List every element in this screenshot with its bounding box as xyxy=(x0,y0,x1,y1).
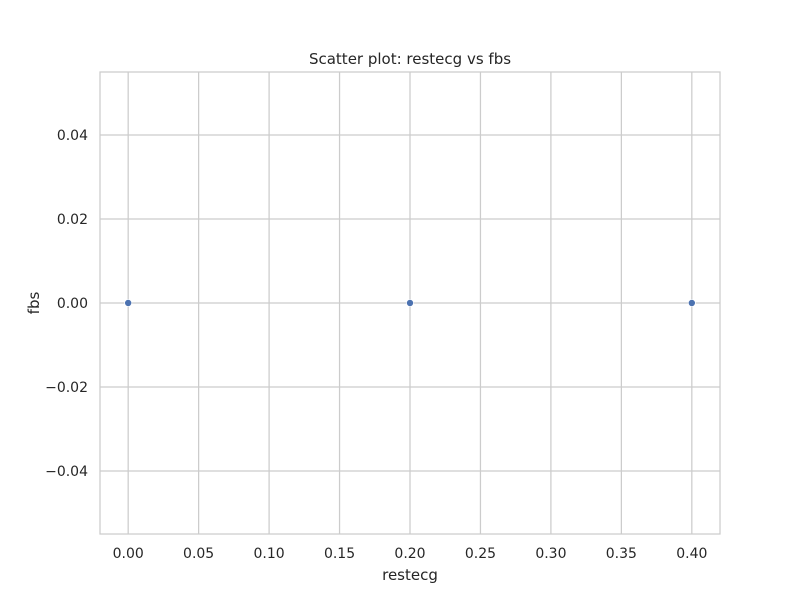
scatter-point xyxy=(687,298,696,307)
y-tick-label: 0.04 xyxy=(57,128,88,144)
x-tick-label: 0.40 xyxy=(676,546,707,562)
plot-frame xyxy=(99,71,721,535)
y-tick-label: −0.02 xyxy=(45,380,88,396)
x-tick-label: 0.15 xyxy=(324,546,355,562)
x-tick-label: 0.25 xyxy=(465,546,496,562)
scatter-point xyxy=(405,298,414,307)
x-axis-label: restecg xyxy=(382,566,438,584)
scatter-point xyxy=(124,298,133,307)
y-tick-label: 0.00 xyxy=(57,296,88,312)
data-points xyxy=(124,298,696,307)
y-tick-label: −0.04 xyxy=(45,464,88,480)
y-tick-labels: −0.04 −0.02 0.00 0.02 0.04 xyxy=(45,128,88,480)
x-tick-label: 0.05 xyxy=(183,546,214,562)
x-tick-label: 0.10 xyxy=(254,546,285,562)
y-axis-label: fbs xyxy=(25,292,43,315)
x-tick-label: 0.35 xyxy=(606,546,637,562)
y-tick-label: 0.02 xyxy=(57,212,88,228)
x-tick-labels: 0.00 0.05 0.10 0.15 0.20 0.25 0.30 0.35 0.40 xyxy=(113,546,708,562)
x-tick-label: 0.00 xyxy=(113,546,144,562)
chart-title: Scatter plot: restecg vs fbs xyxy=(309,50,511,68)
x-tick-label: 0.30 xyxy=(535,546,566,562)
x-tick-label: 0.20 xyxy=(394,546,425,562)
